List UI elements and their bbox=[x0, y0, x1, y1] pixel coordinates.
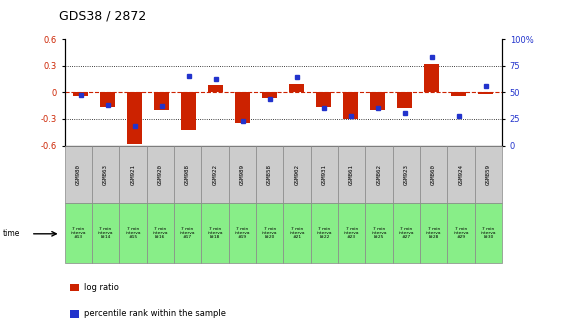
Text: GSM859: GSM859 bbox=[486, 164, 491, 185]
Text: 7 min
interva
#13: 7 min interva #13 bbox=[71, 227, 86, 239]
Text: 7 min
interva
l#28: 7 min interva l#28 bbox=[426, 227, 442, 239]
Text: 7 min
interva
#21: 7 min interva #21 bbox=[289, 227, 305, 239]
Bar bbox=[316, 92, 331, 108]
Bar bbox=[127, 92, 142, 144]
Text: GSM980: GSM980 bbox=[76, 164, 81, 185]
Bar bbox=[236, 92, 250, 123]
Text: 7 min
interva
l#25: 7 min interva l#25 bbox=[371, 227, 387, 239]
Text: GSM922: GSM922 bbox=[213, 164, 218, 185]
Bar bbox=[289, 83, 304, 92]
Text: 7 min
interva
l#16: 7 min interva l#16 bbox=[153, 227, 168, 239]
Bar bbox=[479, 92, 493, 94]
Bar bbox=[73, 92, 88, 96]
Bar bbox=[425, 64, 439, 92]
Text: GSM931: GSM931 bbox=[322, 164, 327, 185]
Bar bbox=[263, 92, 277, 98]
Text: 7 min
interva
l#14: 7 min interva l#14 bbox=[98, 227, 113, 239]
Text: percentile rank within the sample: percentile rank within the sample bbox=[84, 309, 226, 318]
Text: GSM902: GSM902 bbox=[295, 164, 300, 185]
Bar bbox=[370, 92, 385, 110]
Text: 7 min
interva
l#30: 7 min interva l#30 bbox=[481, 227, 496, 239]
Bar bbox=[154, 92, 169, 110]
Text: 7 min
interva
#19: 7 min interva #19 bbox=[234, 227, 250, 239]
Text: 7 min
interva
#29: 7 min interva #29 bbox=[453, 227, 469, 239]
Text: 7 min
interva
#23: 7 min interva #23 bbox=[344, 227, 360, 239]
Text: 7 min
interva
#27: 7 min interva #27 bbox=[399, 227, 414, 239]
Text: 7 min
interva
l#20: 7 min interva l#20 bbox=[262, 227, 277, 239]
Text: 7 min
interva
l#22: 7 min interva l#22 bbox=[316, 227, 332, 239]
Text: GDS38 / 2872: GDS38 / 2872 bbox=[59, 10, 146, 23]
Bar bbox=[208, 85, 223, 92]
Text: GSM920: GSM920 bbox=[158, 164, 163, 185]
Bar bbox=[100, 92, 115, 107]
Text: 7 min
interva
#15: 7 min interva #15 bbox=[125, 227, 141, 239]
Bar bbox=[181, 92, 196, 129]
Text: log ratio: log ratio bbox=[84, 283, 119, 292]
Text: GSM989: GSM989 bbox=[240, 164, 245, 185]
Text: GSM858: GSM858 bbox=[267, 164, 272, 185]
Bar bbox=[452, 92, 466, 96]
Text: GSM863: GSM863 bbox=[103, 164, 108, 185]
Text: GSM988: GSM988 bbox=[185, 164, 190, 185]
Text: GSM923: GSM923 bbox=[404, 164, 409, 185]
Text: GSM921: GSM921 bbox=[130, 164, 135, 185]
Text: time: time bbox=[3, 229, 20, 238]
Text: GSM860: GSM860 bbox=[431, 164, 436, 185]
Text: GSM924: GSM924 bbox=[458, 164, 463, 185]
Text: 7 min
interva
l#18: 7 min interva l#18 bbox=[207, 227, 223, 239]
Text: GSM861: GSM861 bbox=[349, 164, 354, 185]
Text: GSM862: GSM862 bbox=[376, 164, 381, 185]
Bar bbox=[343, 92, 358, 119]
Bar bbox=[397, 92, 412, 108]
Text: 7 min
interva
#17: 7 min interva #17 bbox=[180, 227, 195, 239]
